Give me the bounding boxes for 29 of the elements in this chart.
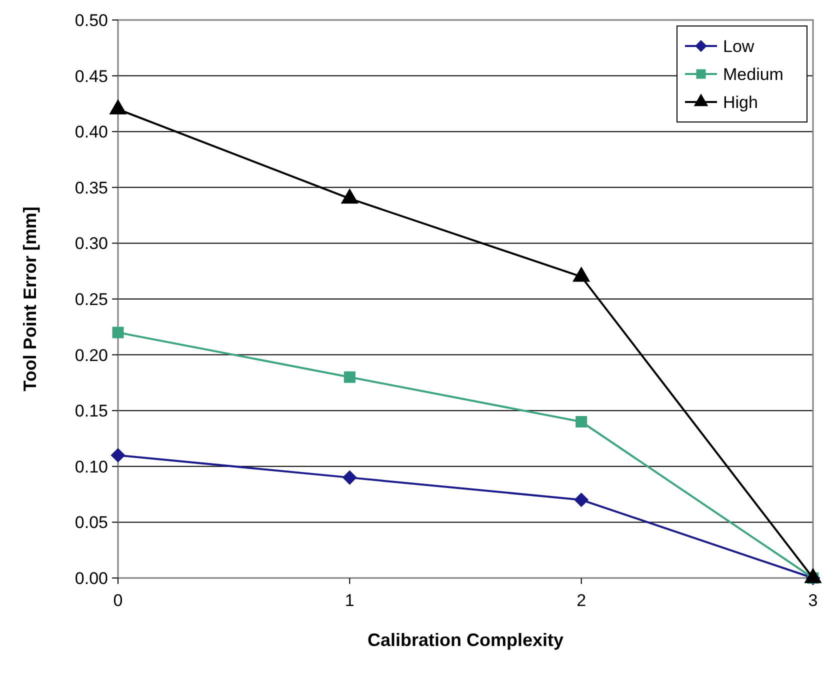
legend-label: Low bbox=[723, 36, 755, 56]
y-tick-label: 0.45 bbox=[74, 66, 108, 86]
point bbox=[344, 371, 356, 383]
x-tick-label: 3 bbox=[808, 591, 818, 610]
point bbox=[112, 326, 124, 338]
y-tick-label: 0.15 bbox=[74, 402, 108, 421]
point bbox=[574, 492, 588, 507]
y-tick-label: 0.35 bbox=[74, 178, 108, 198]
point bbox=[341, 188, 358, 204]
x-tick-label: 2 bbox=[576, 591, 586, 610]
y-tick-label: 0.40 bbox=[74, 122, 108, 142]
x-tick-label: 0 bbox=[113, 591, 123, 610]
point bbox=[110, 100, 126, 114]
point bbox=[572, 266, 590, 282]
legend-label: Medium bbox=[723, 64, 784, 84]
y-tick-label: 0.10 bbox=[74, 457, 108, 476]
legend-label: High bbox=[723, 92, 758, 112]
x-axis-title: Calibration Complexity bbox=[367, 630, 564, 650]
y-axis-title: Tool Point Error [mm] bbox=[20, 206, 40, 392]
x-tick-label: 1 bbox=[344, 591, 354, 610]
point bbox=[576, 416, 588, 428]
y-tick-label: 0.25 bbox=[74, 290, 108, 309]
point bbox=[342, 470, 357, 485]
y-tick-label: 0.30 bbox=[74, 234, 108, 254]
y-tick-label: 0.20 bbox=[74, 346, 108, 365]
y-tick-label: 0.50 bbox=[74, 10, 108, 30]
y-tick-label: 0.05 bbox=[74, 513, 108, 532]
y-tick-label: 0.00 bbox=[74, 568, 108, 588]
point bbox=[110, 448, 126, 462]
